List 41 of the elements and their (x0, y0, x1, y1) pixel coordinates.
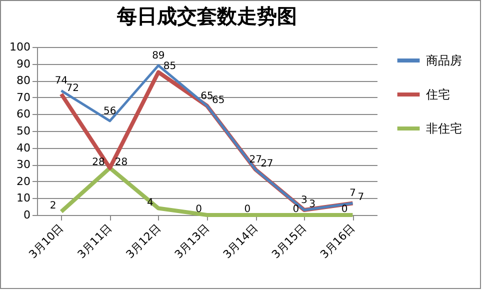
y-tick-label: 50 (16, 124, 30, 138)
data-label: 65 (212, 94, 225, 106)
y-tick-label: 30 (16, 158, 30, 172)
y-tick-label: 90 (16, 57, 30, 70)
y-tick-label: 0 (24, 208, 30, 222)
data-label: 89 (152, 50, 165, 62)
y-tick-label: 80 (16, 74, 30, 88)
data-label: 56 (103, 106, 116, 117)
line-series (59, 166, 355, 217)
data-label: 2 (50, 200, 56, 212)
legend-label: 住宅 (425, 88, 450, 102)
data-label: 0 (292, 204, 300, 215)
data-label: 74 (54, 76, 68, 87)
y-tick-label: 70 (16, 90, 30, 104)
data-label: 7 (350, 188, 356, 200)
y-tick-label: 100 (10, 40, 30, 54)
data-label: 65 (200, 90, 214, 102)
chart-title: 每日成交套数走势图 (116, 4, 297, 28)
legend-label: 非住宅 (426, 122, 462, 136)
data-label: 28 (92, 156, 105, 168)
data-label: 3 (300, 194, 308, 206)
data-label: 27 (260, 158, 274, 170)
data-label: 0 (341, 204, 348, 215)
x-tick-label: 3月15日 (269, 222, 309, 262)
x-tick-label: 3月10日 (26, 222, 66, 262)
y-tick-label: 40 (16, 141, 30, 154)
y-tick-label: 10 (16, 192, 30, 205)
data-label: 28 (114, 156, 128, 168)
x-tick-label: 3月12日 (124, 222, 164, 262)
y-tick-label: 20 (16, 174, 30, 188)
data-label: 27 (249, 154, 262, 166)
data-label: 85 (163, 61, 176, 72)
x-tick-label: 3月16日 (318, 222, 358, 262)
y-tick-label: 60 (16, 108, 30, 121)
x-tick-label: 3月11日 (75, 222, 115, 262)
x-tick-label: 3月14日 (220, 222, 260, 262)
legend-label: 商品房 (426, 54, 462, 68)
data-label: 0 (244, 204, 251, 215)
data-label: 72 (66, 83, 80, 94)
data-label: 7 (358, 192, 364, 204)
x-tick-label: 3月13日 (172, 222, 212, 262)
